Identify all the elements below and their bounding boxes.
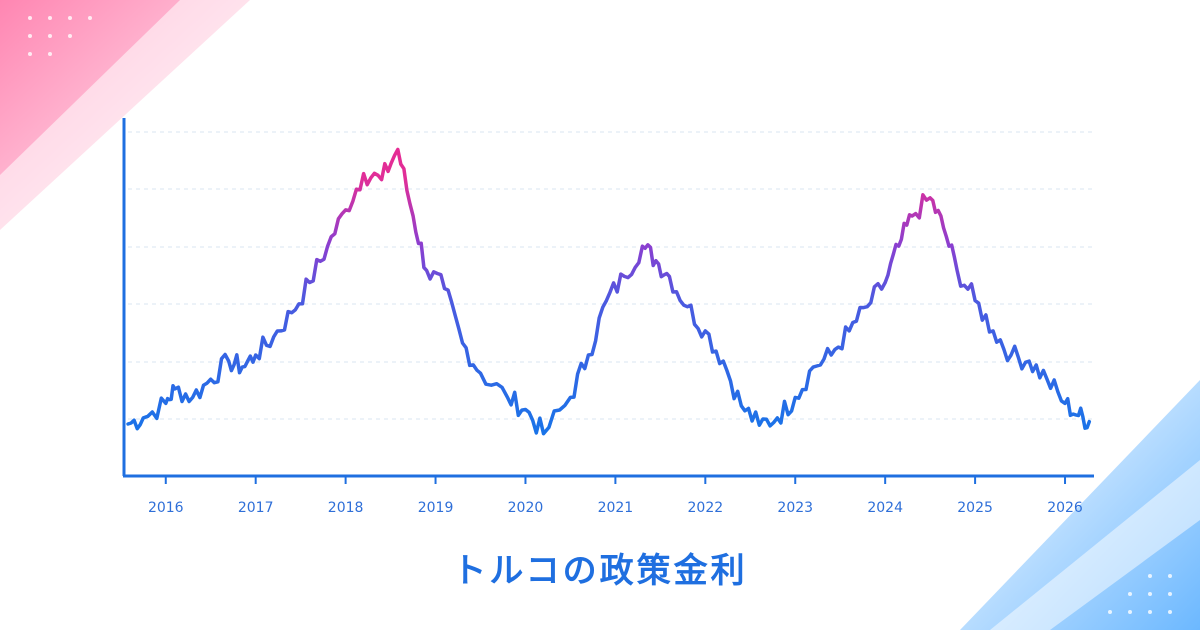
x-tick-label-2022: 2022 <box>688 500 724 516</box>
x-tick-label-2020: 2020 <box>508 500 544 516</box>
x-tick-label-2019: 2019 <box>418 500 454 516</box>
x-tick-label-2017: 2017 <box>238 500 274 516</box>
x-axis-ticks <box>164 476 1067 484</box>
x-tick-label-2026: 2026 <box>1047 500 1083 516</box>
blue-brush-stroke <box>990 460 1200 630</box>
x-axis-tick-labels: 2016 2017 2018 2019 2020 2021 2022 2023 2024 2025… <box>148 500 1083 516</box>
chart-title: トルコの政策金利 <box>452 551 748 591</box>
x-tick-label-2025: 2025 <box>957 500 993 516</box>
x-tick-label-2023: 2023 <box>777 500 813 516</box>
x-tick-label-2024: 2024 <box>867 500 903 516</box>
pink-dot-pattern <box>28 16 92 56</box>
x-tick-label-2021: 2021 <box>598 500 634 516</box>
pink-brush-stroke <box>0 0 260 250</box>
x-tick-label-2018: 2018 <box>328 500 364 516</box>
series-line <box>126 147 1092 436</box>
blue-dot-pattern <box>1108 574 1172 614</box>
x-tick-label-2016: 2016 <box>148 500 184 516</box>
blue-corner-decoration <box>960 380 1200 630</box>
gridlines <box>128 131 1094 420</box>
